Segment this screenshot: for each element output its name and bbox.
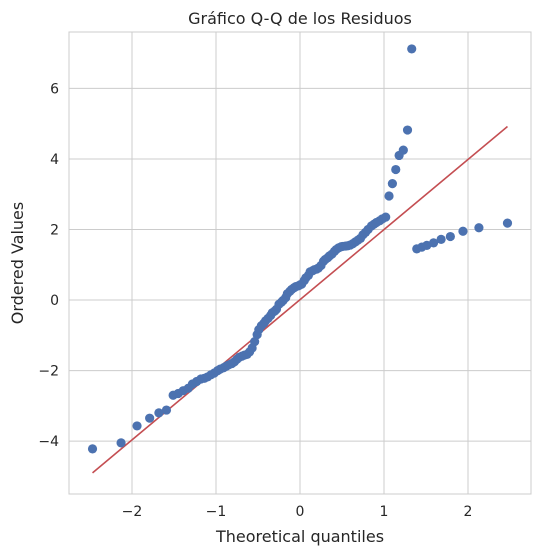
data-point <box>407 44 417 54</box>
data-point <box>87 444 98 454</box>
y-tick-label: 0 <box>50 293 59 309</box>
data-point <box>384 191 394 201</box>
points-layer <box>87 44 513 454</box>
data-point <box>387 179 397 189</box>
data-point <box>428 238 439 248</box>
data-point <box>502 218 513 228</box>
y-tick-label: −4 <box>38 434 59 450</box>
y-tick-label: 2 <box>50 222 59 238</box>
y-axis-label: Ordered Values <box>8 202 27 324</box>
y-tick-label: −2 <box>38 364 59 380</box>
data-point <box>161 405 172 415</box>
x-tick-labels: −2 −1 0 1 2 <box>122 504 473 520</box>
data-point <box>436 234 446 244</box>
chart-title: Gráfico Q-Q de los Residuos <box>188 9 412 28</box>
data-point <box>402 125 413 135</box>
x-tick-label: 2 <box>464 504 473 520</box>
y-tick-label: 6 <box>50 81 59 97</box>
x-tick-label: −1 <box>206 504 227 520</box>
data-point <box>154 408 164 418</box>
x-tick-label: 1 <box>380 504 389 520</box>
data-point <box>391 164 401 175</box>
data-point <box>250 337 260 347</box>
grid <box>69 32 531 494</box>
data-point <box>445 231 455 242</box>
data-point <box>458 226 468 236</box>
data-point <box>381 212 391 222</box>
y-tick-label: 4 <box>50 152 59 168</box>
x-tick-label: −2 <box>122 504 143 520</box>
data-point <box>398 145 408 155</box>
data-point <box>474 223 484 233</box>
data-point <box>145 413 155 423</box>
x-tick-label: 0 <box>296 504 305 520</box>
axes-frame <box>68 31 532 495</box>
x-axis-label: Theoretical quantiles <box>215 527 384 546</box>
y-tick-labels: −4 −2 0 2 4 6 <box>38 81 59 450</box>
data-point <box>132 421 142 431</box>
data-point <box>116 438 126 448</box>
